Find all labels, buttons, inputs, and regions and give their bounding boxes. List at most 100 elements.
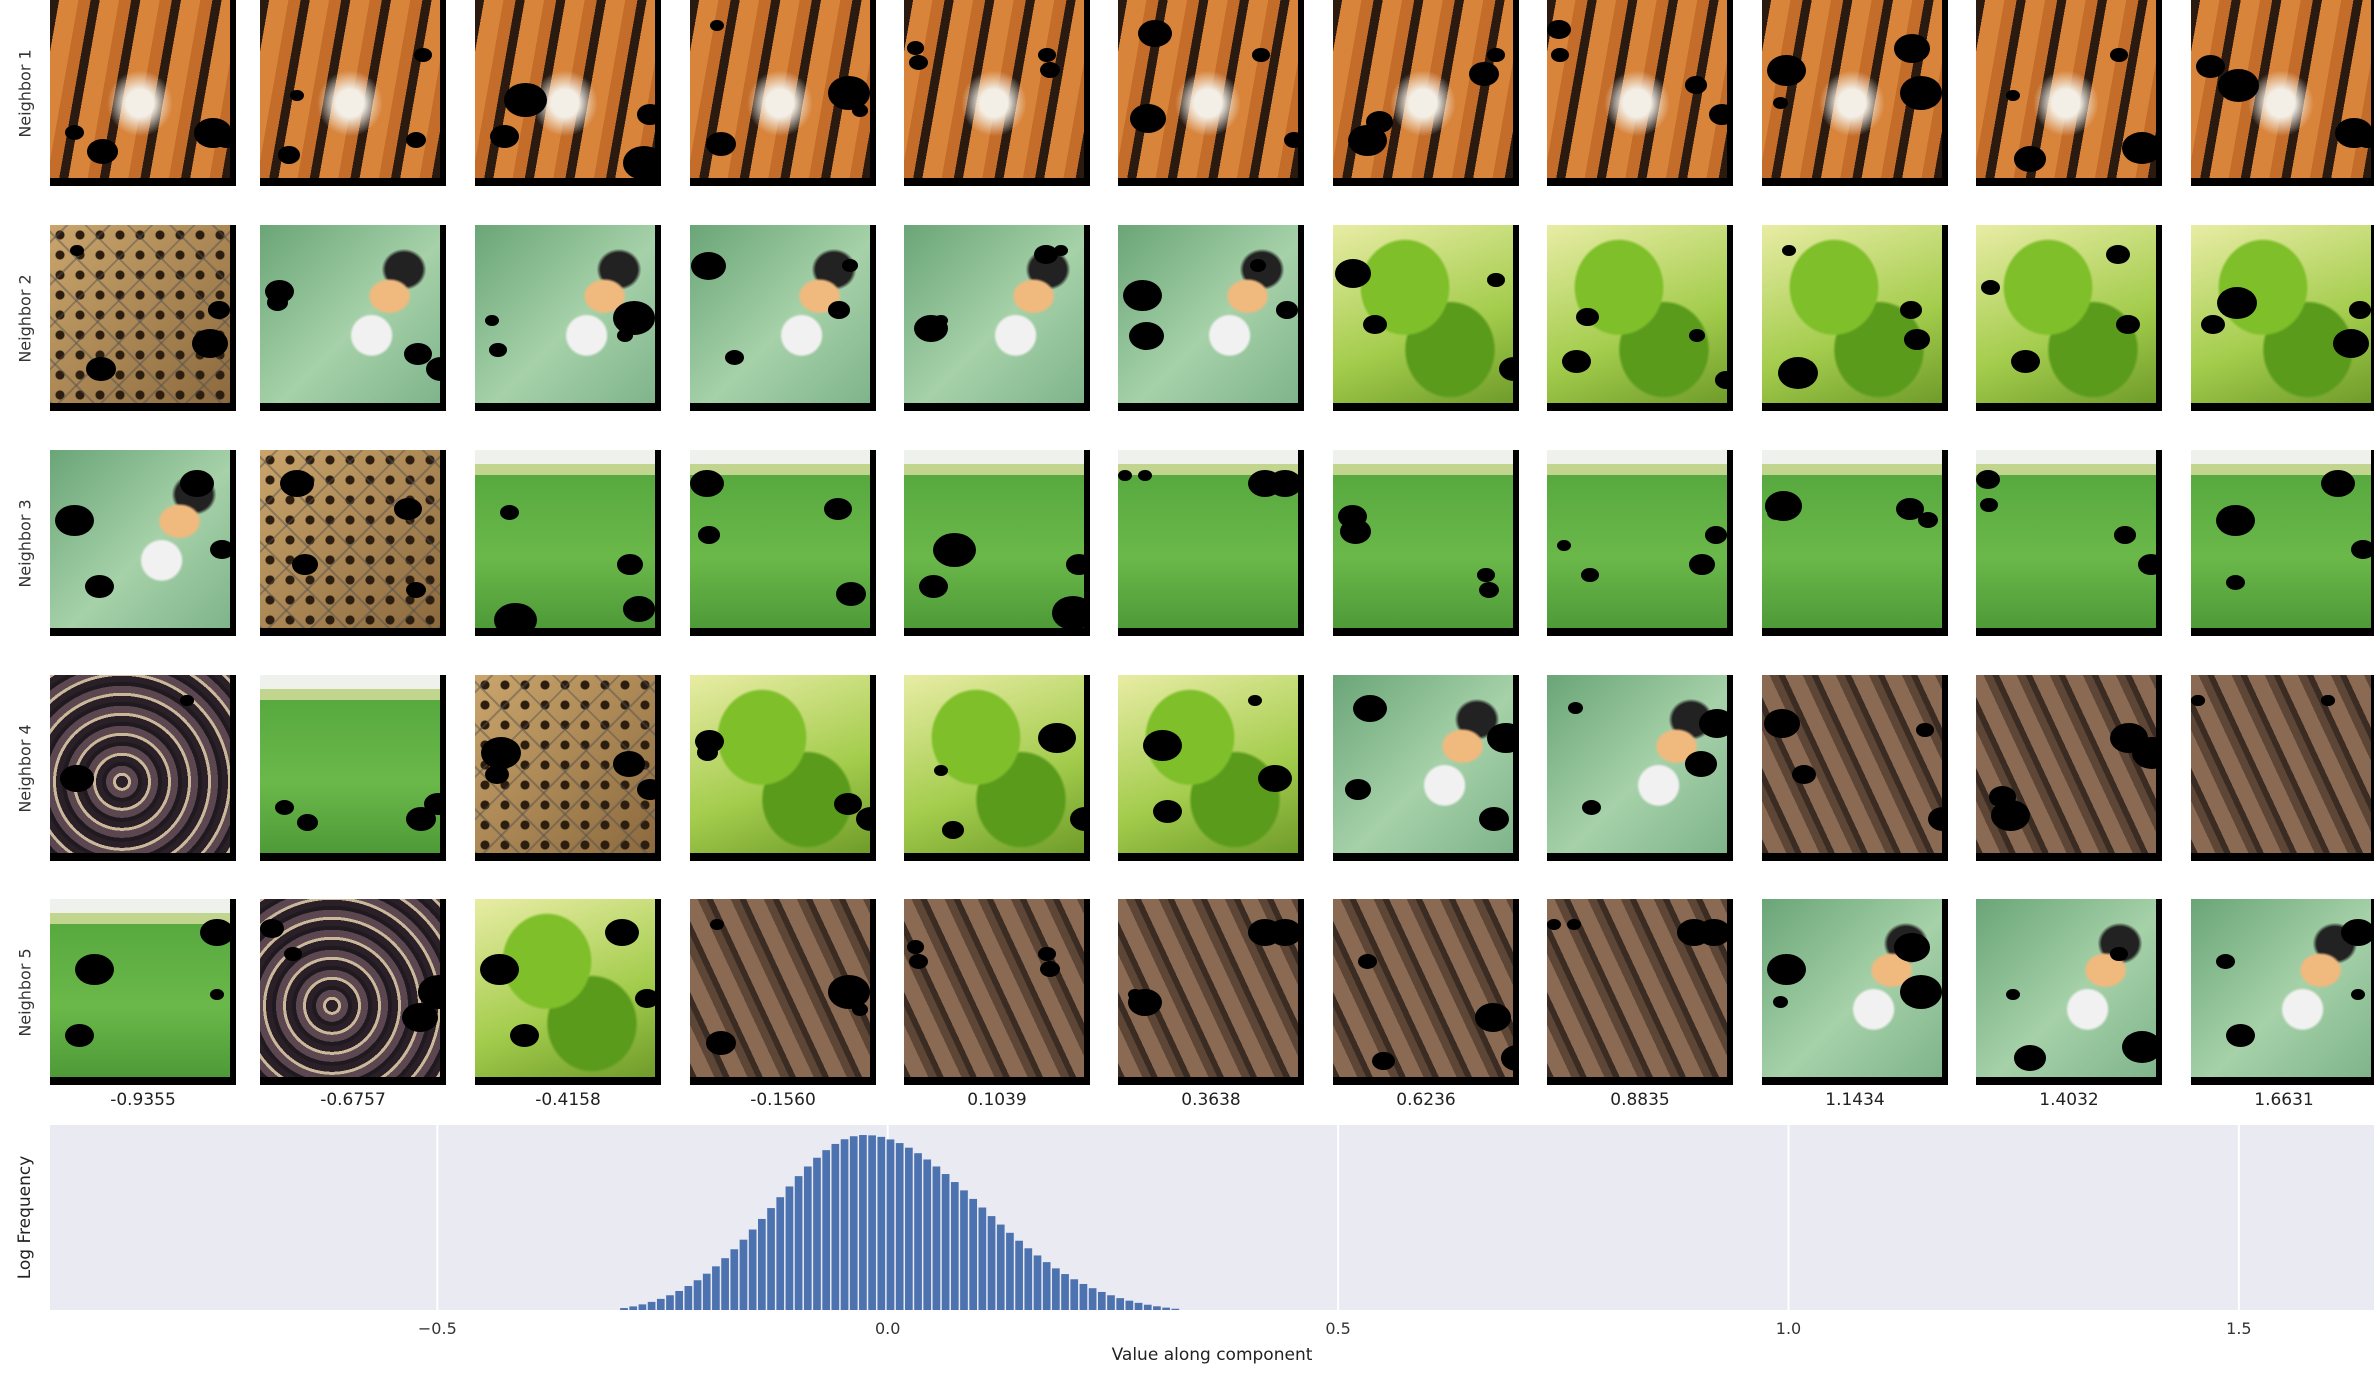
mask-blob (2216, 505, 2255, 537)
mask-blob (1143, 730, 1182, 762)
histogram-bar (1015, 1240, 1023, 1310)
neighbor-image-tiger (904, 0, 1090, 186)
histogram-bar (978, 1207, 987, 1310)
mask-blob (1040, 961, 1060, 977)
mask-blob (1697, 919, 1731, 947)
histogram-bar (877, 1136, 886, 1310)
neighbor-image-bench (1333, 899, 1519, 1085)
mask-blob (1918, 512, 1938, 528)
histogram-bar (638, 1304, 647, 1310)
mask-blob (934, 765, 948, 777)
mask-blob (275, 800, 294, 816)
mask-blob (1128, 989, 1162, 1017)
neighbor-image-field (2191, 450, 2374, 636)
mask-blob (1123, 280, 1162, 312)
histogram-bar (1143, 1304, 1152, 1310)
mask-blob (2014, 146, 2046, 172)
mask-blob (1153, 800, 1182, 824)
neighbor-image-snakes (260, 899, 446, 1085)
mask-blob (1248, 695, 1262, 707)
bin-value-label: 0.3638 (1181, 1090, 1241, 1110)
mask-blob (481, 737, 521, 769)
histogram-bar (859, 1135, 867, 1310)
mask-blob (2321, 470, 2355, 498)
histogram-bar (969, 1198, 978, 1310)
mask-blob (1764, 709, 1800, 738)
neighbor-image-snakes (50, 675, 236, 861)
bin-value-label: -0.4158 (535, 1090, 601, 1110)
mask-blob (1276, 301, 1298, 319)
histogram-bar (923, 1159, 932, 1310)
field-photo (904, 450, 1084, 628)
mask-blob (613, 751, 645, 777)
mask-blob (1567, 919, 1581, 931)
mask-blob (426, 357, 446, 381)
bin-value-label: 0.6236 (1396, 1090, 1456, 1110)
mask-blob (192, 329, 228, 358)
mask-blob (1363, 315, 1387, 335)
mask-blob (265, 280, 294, 304)
bench-photo (1762, 675, 1942, 853)
field-photo (1762, 450, 1942, 628)
mask-blob (485, 315, 499, 327)
mask-blob (208, 301, 230, 319)
neighbor-image-bird (690, 225, 876, 411)
mask-blob (1896, 498, 1924, 521)
mask-blob (691, 252, 726, 280)
mask-blob (260, 919, 284, 939)
mask-blob (2116, 315, 2140, 335)
mask-blob (1054, 245, 1068, 257)
neighbor-image-bench (904, 899, 1090, 1085)
mask-blob (210, 989, 224, 1001)
neighbor-image-field (475, 450, 661, 636)
mask-blob (1782, 245, 1796, 257)
histogram-bar (656, 1298, 665, 1310)
snakes-photo (50, 675, 230, 853)
mask-blob (1928, 807, 1948, 831)
histogram-bar (813, 1157, 821, 1310)
mask-blob (2132, 737, 2162, 769)
histogram-bar (1052, 1268, 1060, 1310)
snakes-photo (260, 899, 440, 1077)
mask-blob (623, 596, 655, 622)
histogram-bar (758, 1218, 766, 1310)
mask-blob (404, 343, 432, 366)
histogram-bar (941, 1174, 950, 1310)
row-label-text: Neighbor 1 (15, 48, 35, 138)
mask-blob (292, 554, 318, 575)
bin-value-label: 0.8835 (1610, 1090, 1670, 1110)
mask-blob (87, 139, 118, 164)
mask-blob (2110, 947, 2128, 962)
bin-value-label: -0.6757 (320, 1090, 386, 1110)
bench-photo (2191, 675, 2371, 853)
neighbor-image-tiger (475, 0, 661, 186)
histogram-bar (960, 1190, 968, 1310)
mask-blob (1268, 470, 1302, 498)
mask-blob (2110, 48, 2128, 63)
mask-blob (1991, 800, 2030, 832)
neighbor-image-bench (1976, 675, 2162, 861)
neighbor-image-bench (1547, 899, 1733, 1085)
histogram-bar (620, 1308, 628, 1310)
histogram-bar (996, 1224, 1005, 1310)
neighbor-image-field (1976, 450, 2162, 636)
mask-blob (414, 48, 432, 63)
lizard-photo (1333, 225, 1513, 403)
mask-blob (1576, 308, 1599, 327)
mask-blob (1767, 954, 1806, 986)
mask-blob (1792, 765, 1816, 785)
mask-blob (1568, 702, 1583, 714)
neighbor-image-lizard (1118, 675, 1304, 861)
histogram-bar (849, 1136, 858, 1310)
bin-value-label: 1.1434 (1825, 1090, 1885, 1110)
mask-blob (406, 132, 426, 148)
mask-blob (297, 814, 318, 831)
mask-blob (1335, 259, 1371, 288)
histogram-bar (693, 1280, 702, 1310)
mask-blob (2341, 919, 2374, 947)
mask-blob (280, 470, 314, 498)
mask-blob (1582, 800, 1601, 816)
neighbor-image-bird (475, 225, 661, 411)
neighbor-image-field (1333, 450, 1519, 636)
mask-blob (480, 954, 519, 986)
